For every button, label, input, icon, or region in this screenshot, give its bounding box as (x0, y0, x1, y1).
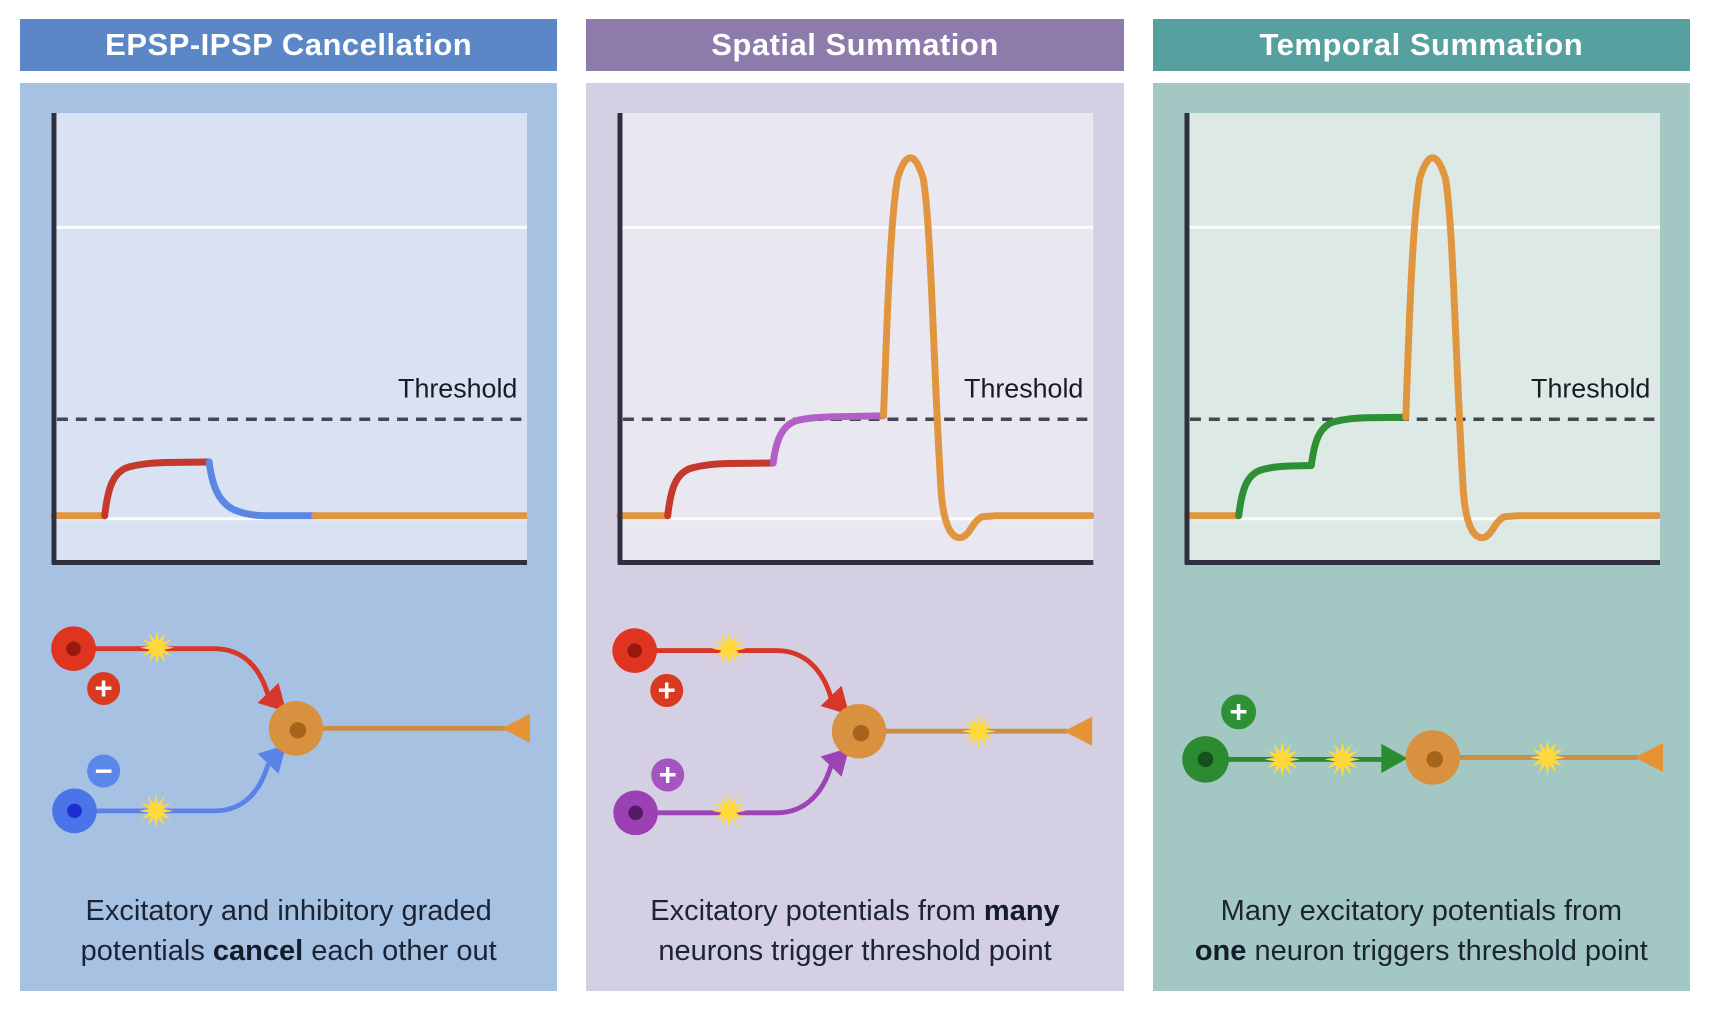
signal-burst-icon (961, 714, 996, 749)
caption-line: neurons trigger threshold point (658, 934, 1052, 967)
panel-title-epsp-ipsp: EPSP-IPSP Cancellation (20, 19, 558, 71)
signal-burst-icon (138, 794, 174, 829)
synapse-terminal-1 (820, 686, 850, 716)
signal-burst-icon (1529, 740, 1565, 776)
trace-epsp-2 (769, 412, 888, 467)
membrane-potential-graph-cancellation: Threshold (50, 113, 528, 565)
caption-cancellation: Excitatory and inhibitory graded potenti… (20, 891, 557, 991)
signal-burst-icon (139, 631, 175, 666)
trace-ipsp (205, 458, 318, 520)
trace-epsp-steps (1234, 413, 1409, 520)
graph-area: Threshold (20, 83, 557, 566)
excitatory-axon (71, 646, 271, 698)
axon-terminal-arrow (1064, 717, 1093, 747)
threshold-label: Threshold (398, 373, 517, 403)
caption-line: potentials cancel each other out (80, 934, 497, 967)
graph-area: Threshold (586, 83, 1123, 566)
postsynaptic-nucleus (1426, 751, 1443, 769)
trace-epsp-1 (664, 459, 777, 520)
plot-background (53, 113, 528, 563)
panel-title-spatial: Spatial Summation (586, 19, 1124, 71)
caption-line: Excitatory and inhibitory graded (85, 894, 492, 927)
panel-body-spatial: Threshold (586, 83, 1124, 991)
postsynaptic-nucleus (853, 725, 870, 742)
plus-badge-1 (650, 674, 684, 708)
trace-epsp (101, 458, 213, 520)
plus-sign-2: + (659, 758, 677, 793)
panel-spatial-summation: Spatial Summation Threshold (586, 19, 1124, 991)
caption-temporal: Many excitatory potentials from one neur… (1153, 891, 1690, 991)
excitatory-nucleus (1197, 752, 1213, 768)
synapse-terminal-2 (820, 748, 850, 778)
panel-body-epsp-ipsp: Threshold (20, 83, 558, 991)
inhibitory-axon (72, 763, 271, 814)
panel-temporal-summation: Temporal Summation Threshold (1152, 19, 1690, 991)
minus-badge (87, 754, 121, 789)
trace-action-potential (1401, 154, 1660, 542)
postsynaptic-nucleus (289, 722, 307, 739)
neuron-diagram-cancellation: + − (51, 626, 531, 834)
signal-burst-icon (712, 632, 747, 667)
inhibitory-synapse-terminal (257, 745, 287, 775)
plus-badge (87, 672, 121, 706)
neuron-diagram-temporal: + (1181, 694, 1663, 786)
excitatory-axon-2 (633, 764, 834, 816)
signal-burst-icon (1264, 741, 1300, 778)
excitatory-nucleus-2 (628, 805, 644, 821)
caption-line: one neuron triggers threshold point (1194, 934, 1648, 967)
excitatory-synapse-terminal (257, 683, 287, 713)
threshold-label: Threshold (1531, 373, 1650, 403)
panel-body-temporal: Threshold (1152, 83, 1690, 991)
plus-badge (1220, 694, 1256, 730)
excitatory-nucleus-1 (627, 643, 643, 659)
axon-terminal-arrow (1634, 743, 1663, 773)
plus-sign: + (95, 672, 113, 707)
plot-background (620, 113, 1094, 563)
neuron-diagram-spatial: + + (612, 628, 1093, 836)
membrane-potential-graph-temporal: Threshold (1183, 113, 1660, 565)
excitatory-nucleus (66, 641, 81, 657)
minus-sign: − (95, 754, 113, 789)
excitatory-axon-1 (632, 648, 834, 701)
panel-epsp-ipsp-cancellation: EPSP-IPSP Cancellation Threshold (20, 19, 558, 991)
caption-line: Excitatory potentials from many (650, 894, 1060, 927)
trace-action-potential (880, 154, 1094, 542)
graph-area: Threshold (1153, 83, 1690, 566)
panel-title-temporal: Temporal Summation (1152, 19, 1690, 71)
threshold-label: Threshold (964, 373, 1083, 403)
plus-sign-1: + (658, 674, 676, 709)
caption-line: Many excitatory potentials from (1220, 894, 1622, 927)
membrane-potential-graph-spatial: Threshold (616, 113, 1094, 565)
synapse-terminal (1381, 744, 1408, 774)
signal-burst-icon (1324, 741, 1361, 778)
plot-background (1186, 113, 1660, 563)
axon-terminal-arrow (501, 714, 531, 744)
inhibitory-nucleus (67, 804, 82, 819)
caption-spatial: Excitatory potentials from many neurons … (586, 891, 1123, 991)
signal-burst-icon (712, 794, 747, 829)
plus-badge-2 (651, 758, 685, 792)
plus-sign: + (1229, 695, 1247, 730)
